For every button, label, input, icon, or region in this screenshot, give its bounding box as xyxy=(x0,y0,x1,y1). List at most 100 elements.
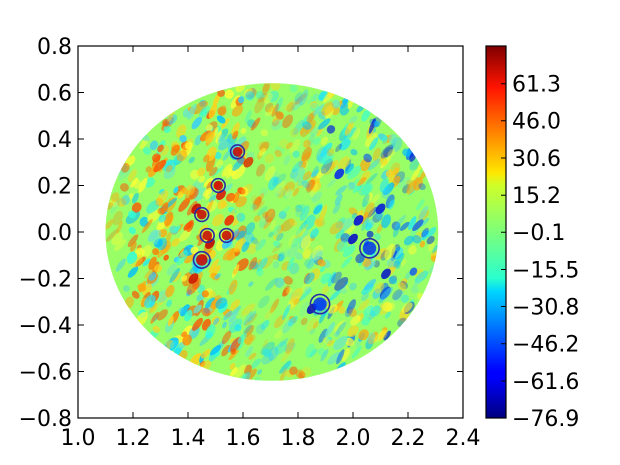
field-texture xyxy=(275,111,284,120)
field-texture xyxy=(368,118,376,134)
field-texture xyxy=(303,258,312,267)
field-texture xyxy=(192,317,203,331)
field-texture xyxy=(409,267,418,276)
field-texture xyxy=(257,369,263,375)
field-texture xyxy=(115,258,126,272)
field-texture xyxy=(341,123,349,136)
field-texture xyxy=(248,352,257,360)
field-texture xyxy=(305,343,315,359)
field-texture xyxy=(224,215,235,226)
field-texture xyxy=(326,125,336,134)
field-texture xyxy=(401,294,409,303)
field-texture xyxy=(190,246,199,255)
field-texture xyxy=(326,148,335,157)
field-texture xyxy=(208,258,219,273)
field-texture xyxy=(361,316,371,326)
field-texture xyxy=(116,220,123,234)
field-texture xyxy=(132,192,139,204)
field-texture xyxy=(153,159,167,173)
field-texture xyxy=(217,134,225,145)
field-texture xyxy=(270,83,281,91)
field-texture xyxy=(131,202,142,213)
field-texture xyxy=(215,159,224,169)
field-texture xyxy=(187,103,197,120)
field-texture xyxy=(336,349,345,365)
field-texture xyxy=(237,332,247,344)
field-texture xyxy=(215,297,228,310)
field-texture xyxy=(257,295,270,309)
field-texture xyxy=(418,205,429,221)
field-texture xyxy=(256,257,268,272)
field-texture xyxy=(157,289,168,303)
field-texture xyxy=(348,115,358,124)
field-texture xyxy=(110,199,121,214)
field-texture xyxy=(289,291,299,302)
field-texture xyxy=(196,284,206,294)
field-texture xyxy=(205,324,216,339)
field-texture xyxy=(256,163,266,177)
field-texture xyxy=(189,188,199,200)
field-texture xyxy=(234,364,246,379)
field-texture xyxy=(120,183,129,192)
field-texture xyxy=(284,181,296,192)
x-tick-label: 1.6 xyxy=(226,426,261,451)
field-texture xyxy=(347,99,354,110)
field-texture xyxy=(265,277,278,291)
field-texture xyxy=(364,132,378,148)
field-texture xyxy=(298,371,306,379)
field-texture xyxy=(218,138,231,151)
field-texture xyxy=(392,289,403,301)
field-texture xyxy=(232,130,239,140)
field-texture xyxy=(283,99,297,111)
field-texture xyxy=(173,186,179,194)
field-texture xyxy=(262,211,269,219)
field-texture xyxy=(335,143,343,153)
field-texture xyxy=(282,114,294,129)
field-texture xyxy=(224,89,234,99)
field-texture xyxy=(222,150,231,161)
field-texture xyxy=(212,93,221,107)
field-texture xyxy=(273,240,281,249)
field-texture xyxy=(285,141,293,149)
field-texture xyxy=(320,142,333,157)
field-texture xyxy=(250,203,258,211)
field-texture xyxy=(248,310,257,323)
field-texture xyxy=(205,131,216,144)
field-texture xyxy=(333,335,348,351)
field-texture xyxy=(317,347,326,357)
field-texture xyxy=(205,297,216,309)
field-texture xyxy=(363,304,374,317)
field-texture xyxy=(144,267,155,279)
field-texture xyxy=(282,318,294,334)
field-texture xyxy=(334,320,347,335)
field-texture xyxy=(304,214,316,230)
field-texture xyxy=(105,219,114,230)
field-texture xyxy=(279,248,291,261)
field-texture xyxy=(347,181,356,191)
field-texture xyxy=(363,153,372,163)
field-texture xyxy=(152,325,160,334)
field-texture xyxy=(188,273,199,284)
field-texture xyxy=(300,317,308,326)
field-texture xyxy=(243,156,254,168)
field-texture xyxy=(385,169,394,178)
field-texture xyxy=(191,116,203,130)
field-texture xyxy=(369,137,379,151)
x-tick-label: 1.8 xyxy=(281,426,316,451)
field-texture xyxy=(350,148,358,156)
field-texture xyxy=(334,277,349,291)
field-texture xyxy=(295,204,303,213)
field-texture xyxy=(193,304,202,314)
field-texture xyxy=(262,83,270,93)
field-texture xyxy=(181,187,189,195)
field-texture xyxy=(292,150,300,158)
field-texture xyxy=(186,279,200,295)
field-texture xyxy=(221,344,231,357)
field-texture xyxy=(255,323,266,335)
field-texture xyxy=(381,268,391,280)
field-texture xyxy=(320,136,329,146)
field-texture xyxy=(178,197,191,212)
field-texture xyxy=(381,214,391,229)
field-texture xyxy=(286,256,295,271)
field-texture xyxy=(118,168,132,181)
